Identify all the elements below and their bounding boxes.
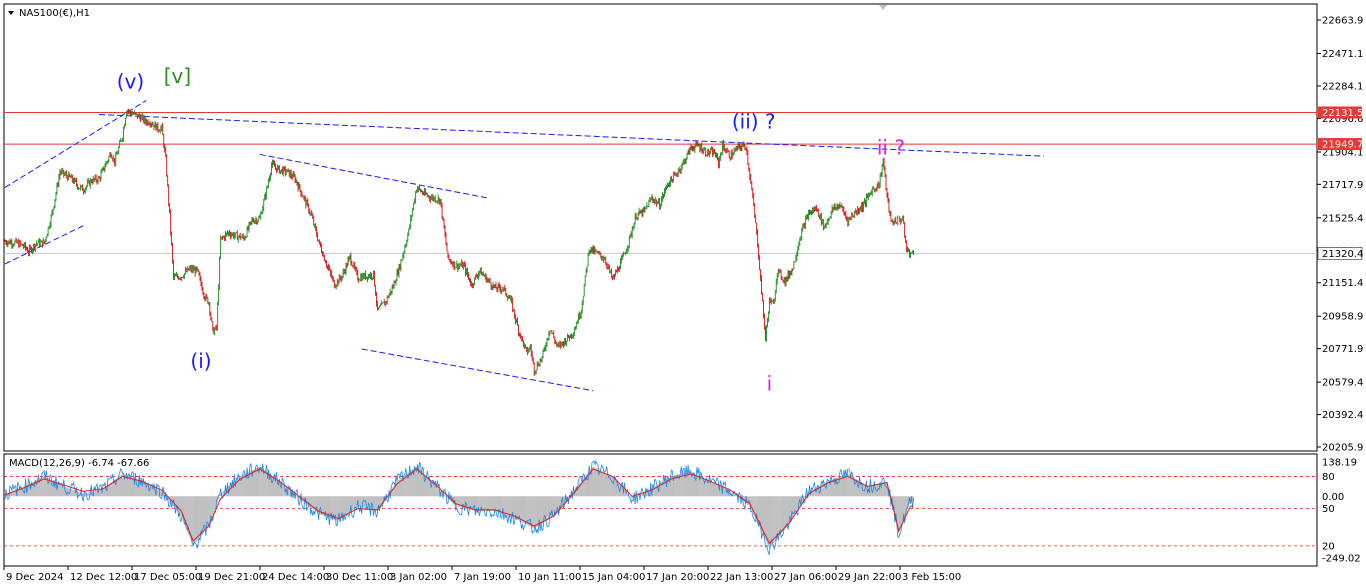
macd-tick-label: 0.00: [1322, 492, 1344, 503]
price-tick-label: 22471.1: [1322, 49, 1363, 60]
level-price-tag-label: 21949.7: [1322, 140, 1363, 151]
shift-marker-icon[interactable]: [879, 5, 887, 10]
price-tick-label: 21151.4: [1322, 278, 1363, 289]
time-tick-label: 17 Dec 05:00: [134, 572, 201, 583]
level-price-tag-label: 22131.5: [1322, 108, 1363, 119]
current-price-tag-label: 21320.4: [1322, 249, 1363, 260]
time-tick-label: 7 Jan 19:00: [454, 572, 511, 583]
price-tick-label: 22096.6: [1322, 114, 1363, 125]
price-tick-label: 20579.4: [1322, 378, 1363, 389]
main-chart-frame: [3, 3, 1318, 452]
macd-tick-label: 50: [1322, 504, 1335, 515]
macd-tick-label: 138.19: [1322, 458, 1357, 469]
symbol-dropdown-icon[interactable]: [8, 11, 14, 15]
trendline[interactable]: [361, 348, 594, 392]
wave-label[interactable]: (v): [117, 69, 144, 93]
time-tick-label: 24 Dec 14:00: [262, 572, 329, 583]
level-price-tag: [1318, 138, 1362, 151]
price-tick-label: 22663.9: [1322, 16, 1363, 27]
trendline[interactable]: [99, 113, 1044, 157]
time-tick-label: 29 Jan 22:00: [838, 572, 901, 583]
price-tick-label: 21525.4: [1322, 213, 1363, 224]
price-tick-label: 22284.1: [1322, 81, 1363, 92]
level-price-tag: [1318, 106, 1362, 119]
wave-label[interactable]: ii ?: [877, 135, 905, 159]
time-tick-label: 27 Jan 06:00: [774, 572, 837, 583]
macd-tick-label: 80: [1322, 472, 1335, 483]
wave-label[interactable]: i: [767, 372, 773, 396]
time-tick-label: 9 Dec 2024: [6, 572, 64, 583]
price-tick-label: 20958.9: [1322, 312, 1363, 323]
symbol-label: NAS100(€),H1: [19, 8, 90, 19]
wave-label[interactable]: (i): [190, 349, 211, 373]
time-tick-label: 10 Jan 11:00: [518, 572, 581, 583]
macd-main-line: [4, 460, 914, 556]
macd-tick-label: 20: [1322, 541, 1335, 552]
macd-signal-line: [4, 468, 914, 545]
price-tick-label: 20392.4: [1322, 410, 1363, 421]
time-tick-label: 3 Jan 02:00: [390, 572, 447, 583]
wave-label[interactable]: [v]: [164, 64, 191, 88]
time-tick-label: 3 Feb 15:00: [902, 572, 961, 583]
time-tick-label: 15 Jan 04:00: [582, 572, 645, 583]
price-tick-label: 20205.9: [1322, 443, 1363, 454]
time-tick-label: 17 Jan 20:00: [646, 572, 709, 583]
price-tick-label: 21904.1: [1322, 147, 1363, 158]
current-price-tag: [1317, 247, 1363, 260]
price-tick-label: 21717.9: [1322, 180, 1363, 191]
time-tick-label: 30 Dec 11:00: [326, 572, 393, 583]
time-tick-label: 12 Dec 12:00: [70, 572, 137, 583]
wave-label[interactable]: (ii) ?: [732, 109, 776, 133]
trendline[interactable]: [259, 153, 488, 199]
macd-label: MACD(12,26,9) -6.74 -67.66: [9, 458, 149, 469]
macd-frame: [3, 453, 1318, 567]
time-tick-label: 19 Dec 21:00: [198, 572, 265, 583]
time-tick-label: 22 Jan 13:00: [710, 572, 773, 583]
trendline[interactable]: [4, 225, 84, 265]
macd-tick-label: -249.02: [1322, 554, 1361, 565]
price-tick-label: 20771.9: [1322, 344, 1363, 355]
